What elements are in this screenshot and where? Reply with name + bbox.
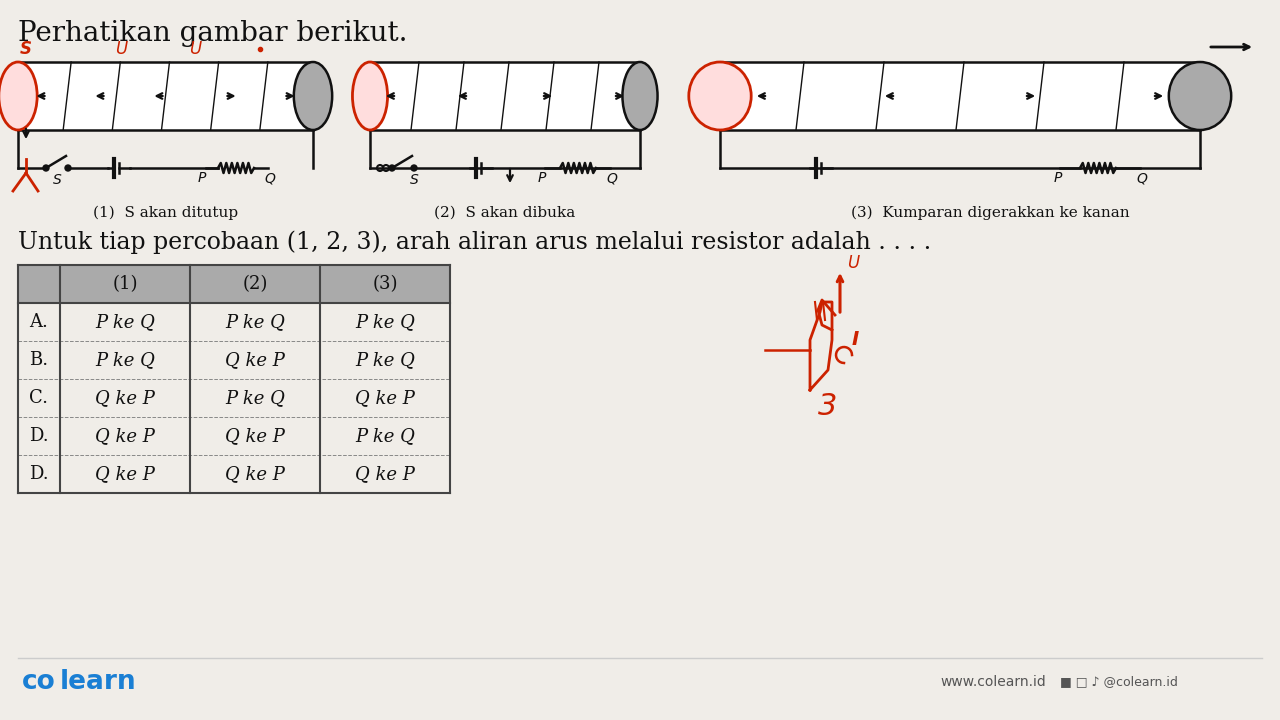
Bar bbox=[18, 62, 314, 130]
Text: P: P bbox=[538, 171, 547, 185]
Ellipse shape bbox=[689, 62, 751, 130]
Text: D.: D. bbox=[29, 465, 49, 483]
Text: P ke Q: P ke Q bbox=[95, 351, 155, 369]
Circle shape bbox=[389, 165, 396, 171]
Text: Q ke P: Q ke P bbox=[355, 389, 415, 407]
Text: U: U bbox=[847, 254, 859, 272]
Text: S: S bbox=[410, 173, 419, 187]
Text: (3): (3) bbox=[372, 275, 398, 293]
Text: Perhatikan gambar berikut.: Perhatikan gambar berikut. bbox=[18, 20, 407, 47]
Text: Q ke P: Q ke P bbox=[355, 465, 415, 483]
Text: (3)  Kumparan digerakkan ke kanan: (3) Kumparan digerakkan ke kanan bbox=[851, 206, 1129, 220]
Bar bbox=[18, 265, 60, 303]
Text: ■ □ ♪ @colearn.id: ■ □ ♪ @colearn.id bbox=[1060, 675, 1178, 688]
Text: P: P bbox=[1053, 171, 1062, 185]
Text: Q ke P: Q ke P bbox=[95, 427, 155, 445]
Text: P ke Q: P ke Q bbox=[95, 313, 155, 331]
Ellipse shape bbox=[352, 62, 388, 130]
Text: I: I bbox=[852, 330, 859, 349]
Text: U: U bbox=[115, 40, 128, 58]
Circle shape bbox=[411, 165, 417, 171]
Text: (1): (1) bbox=[113, 275, 138, 293]
Ellipse shape bbox=[1169, 62, 1231, 130]
Text: U: U bbox=[189, 40, 201, 58]
Text: P ke Q: P ke Q bbox=[355, 351, 415, 369]
Text: S: S bbox=[20, 40, 32, 58]
Text: B.: B. bbox=[29, 351, 49, 369]
Text: co: co bbox=[22, 669, 56, 695]
Text: P ke Q: P ke Q bbox=[225, 389, 285, 407]
Text: P ke Q: P ke Q bbox=[355, 313, 415, 331]
Text: P ke Q: P ke Q bbox=[225, 313, 285, 331]
Text: S: S bbox=[52, 173, 61, 187]
Bar bbox=[60, 265, 451, 303]
Text: (1)  S akan ditutup: (1) S akan ditutup bbox=[93, 206, 238, 220]
Ellipse shape bbox=[622, 62, 658, 130]
Text: (2): (2) bbox=[242, 275, 268, 293]
Text: Untuk tiap percobaan (1, 2, 3), arah aliran arus melalui resistor adalah . . . .: Untuk tiap percobaan (1, 2, 3), arah ali… bbox=[18, 230, 932, 253]
Text: Q ke P: Q ke P bbox=[225, 427, 285, 445]
Text: Q ke P: Q ke P bbox=[95, 465, 155, 483]
Bar bbox=[370, 62, 640, 130]
Text: Q: Q bbox=[607, 171, 617, 185]
Text: P: P bbox=[198, 171, 206, 185]
Text: Q: Q bbox=[265, 171, 275, 185]
Circle shape bbox=[44, 165, 49, 171]
Text: Q ke P: Q ke P bbox=[225, 465, 285, 483]
Text: P ke Q: P ke Q bbox=[355, 427, 415, 445]
Ellipse shape bbox=[294, 62, 333, 130]
Text: Q ke P: Q ke P bbox=[225, 351, 285, 369]
Text: 3: 3 bbox=[818, 392, 837, 421]
Text: D.: D. bbox=[29, 427, 49, 445]
Text: Q: Q bbox=[1137, 171, 1147, 185]
Ellipse shape bbox=[0, 62, 37, 130]
Text: (2)  S akan dibuka: (2) S akan dibuka bbox=[434, 206, 576, 220]
Text: C.: C. bbox=[29, 389, 49, 407]
Text: A.: A. bbox=[29, 313, 49, 331]
Bar bbox=[719, 62, 1201, 130]
Text: learn: learn bbox=[60, 669, 137, 695]
Circle shape bbox=[65, 165, 70, 171]
Text: Q ke P: Q ke P bbox=[95, 389, 155, 407]
Text: www.colearn.id: www.colearn.id bbox=[940, 675, 1046, 689]
